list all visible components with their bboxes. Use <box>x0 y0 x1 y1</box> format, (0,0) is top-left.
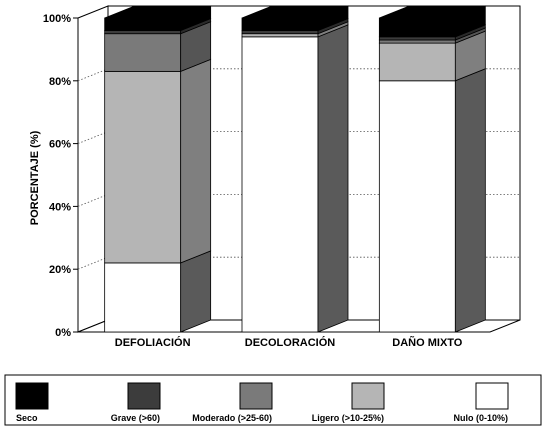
x-tick-label: DECOLORACIÓN <box>245 336 336 349</box>
legend-label: Ligero (>10-25%) <box>312 413 384 423</box>
bar-segment-decoloracion-nulo-0-10 <box>241 24 349 333</box>
bar-front <box>241 17 319 31</box>
bar-front <box>378 17 456 38</box>
x-tick-label: DEFOLIACIÓN <box>115 336 191 349</box>
bar-top <box>379 5 486 19</box>
bars-layer <box>104 5 486 333</box>
legend-label: Grave (>60) <box>111 413 160 423</box>
labels-layer: DEFOLIACIÓN DECOLORACIÓN DAÑO MIXTO <box>115 336 463 349</box>
legend-label: Seco <box>16 413 38 423</box>
bar-front <box>241 30 319 35</box>
bar-decoloracion <box>241 5 349 333</box>
bar-segment-defoliacion-ligero-10-25 <box>104 58 212 264</box>
bar-side <box>180 58 212 264</box>
bar-segment-defoliacion-moderado-25-60 <box>104 21 212 72</box>
legend-item-seco: Seco <box>15 382 49 423</box>
bar-segment-dano-mixto-nulo-0-10 <box>378 68 486 333</box>
y-tick-label: 80% <box>49 76 71 88</box>
bar-front <box>104 70 182 264</box>
bar-front <box>378 80 456 333</box>
bar-front <box>104 30 182 35</box>
bar-top <box>241 5 349 19</box>
legend: Seco Grave (>60) Moderado (>25-60) Ligero (… <box>4 374 542 426</box>
legend-swatch <box>127 382 161 410</box>
bar-segment-defoliacion-seco <box>104 5 212 32</box>
legend-swatch <box>15 382 49 410</box>
legend-swatch <box>239 382 273 410</box>
legend-label: Moderado (>25-60) <box>192 413 272 423</box>
y-tick-label: 20% <box>49 264 71 276</box>
y-tick-label: 0% <box>55 327 71 339</box>
legend-item-nulo-0-10: Nulo (0-10%) <box>453 382 509 423</box>
legend-swatch <box>475 382 509 410</box>
side-wall <box>77 5 109 333</box>
bar-front <box>241 33 319 38</box>
legend-swatch <box>351 382 385 410</box>
bar-front <box>378 39 456 44</box>
bar-side <box>454 68 486 333</box>
x-tick-label: DAÑO MIXTO <box>392 336 463 349</box>
legend-box <box>4 374 542 426</box>
y-tick-label: 40% <box>49 201 71 213</box>
y-tick-label: 100% <box>43 13 71 25</box>
bar-segment-dano-mixto-ligero-10-25 <box>378 30 486 82</box>
bar-front <box>378 42 456 82</box>
bar-side <box>180 250 212 333</box>
bar-side <box>317 24 349 333</box>
bar-front <box>104 33 182 72</box>
bar-segment-defoliacion-nulo-0-10 <box>104 250 212 333</box>
legend-item-grave-60: Grave (>60) <box>111 382 161 423</box>
bar-dano-mixto <box>378 5 486 333</box>
bar-defoliacion <box>104 5 212 333</box>
legend-label: Nulo (0-10%) <box>453 413 508 423</box>
bar-front <box>104 17 182 31</box>
legend-item-moderado-25-60: Moderado (>25-60) <box>192 382 273 423</box>
bar-front <box>241 36 319 333</box>
bar-front <box>104 262 182 333</box>
legend-item-ligero-10-25: Ligero (>10-25%) <box>312 382 385 423</box>
y-axis-label: PORCENTAJE (%) <box>29 130 41 225</box>
y-tick-label: 60% <box>49 139 71 151</box>
bar-front <box>378 36 456 41</box>
bar-top <box>104 5 211 19</box>
axis-layer: 0% 20% 40% 60% 80% 100% <box>43 13 78 339</box>
